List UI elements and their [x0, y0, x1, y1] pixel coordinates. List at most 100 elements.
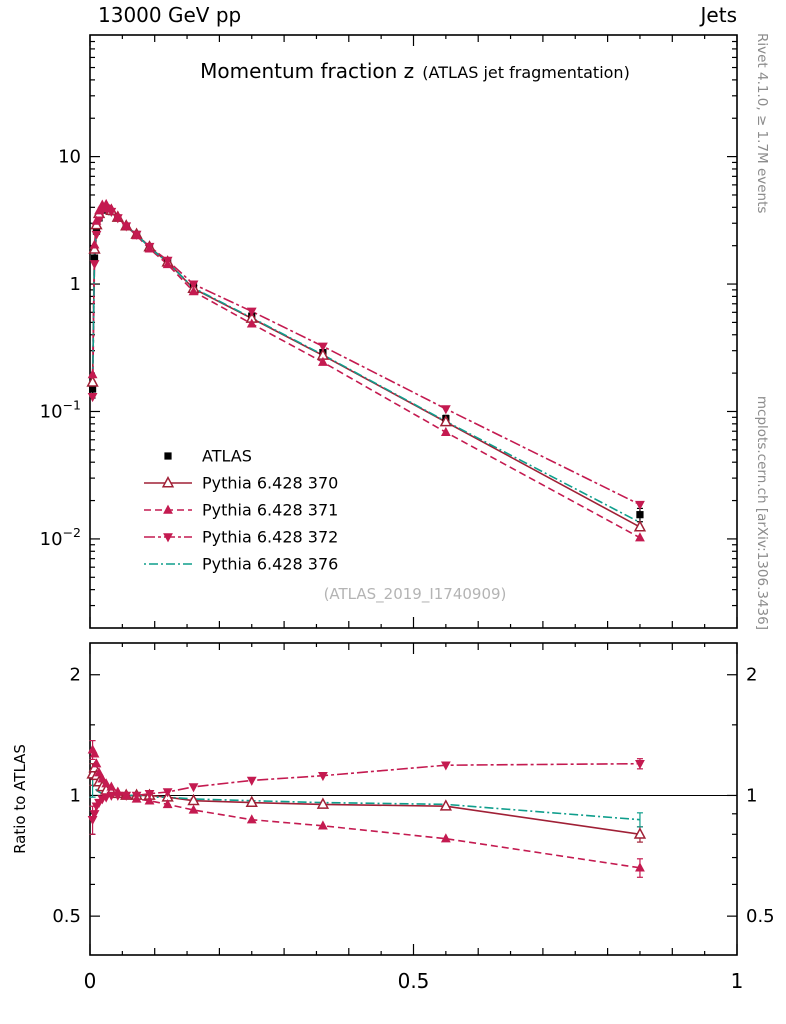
legend-label: Pythia 6.428 372 — [202, 528, 338, 547]
y-axis-tick-label: 10−2 — [40, 525, 81, 550]
atlas-data-point — [88, 385, 97, 393]
legend-label: Pythia 6.428 371 — [202, 501, 338, 520]
ratio-marker-p371 — [106, 781, 117, 791]
ratio-marker-p371 — [89, 748, 100, 758]
analysis-type-label: Jets — [699, 3, 737, 27]
ratio-marker-p372 — [121, 791, 132, 801]
ratio-line-p376 — [92, 784, 640, 821]
tick-label-mantissa: 10 — [40, 401, 63, 422]
rivet-version-note: Rivet 4.1.0, ≥ 1.7M events — [754, 33, 770, 213]
analysis-id-watermark: (ATLAS_2019_I1740909) — [324, 585, 507, 604]
y-axis-tick-label: 10 — [58, 147, 81, 168]
mcplots-arxiv-note: mcplots.cern.ch [arXiv:1306.3436] — [754, 396, 770, 630]
x-axis-tick-label: 0.5 — [398, 969, 430, 993]
ratio-axis-label: Ratio to ATLAS — [11, 744, 29, 854]
marker-p372 — [318, 342, 328, 352]
top-panel-series — [86, 198, 647, 542]
ratio-marker-p372 — [635, 759, 645, 770]
marker-p370 — [86, 375, 99, 387]
ratio-marker-p372 — [144, 790, 155, 800]
ratio-marker-p372 — [246, 776, 257, 786]
atlas-data-point — [90, 254, 99, 262]
legend: ATLAS Pythia 6.428 370 Pythia 6.428 371 Pyt… — [144, 447, 338, 574]
plot-title-main: Momentum fraction z — [200, 59, 414, 83]
marker-p372 — [91, 230, 102, 240]
marker-p370 — [439, 415, 453, 427]
ratio-tick-label: 1 — [70, 785, 81, 806]
ratio-panel-series — [86, 740, 737, 878]
ratio-marker-p371 — [101, 778, 112, 788]
ratio-marker-p371 — [91, 758, 102, 768]
ratio-marker-p370 — [245, 795, 258, 808]
ratio-marker-p372 — [188, 783, 199, 793]
marker-p372 — [131, 230, 142, 240]
marker-p372 — [635, 500, 645, 510]
ratio-marker-p370 — [187, 793, 200, 806]
series-line-p376 — [91, 207, 641, 524]
marker-p372 — [162, 256, 173, 266]
ratio-marker-p371 — [188, 804, 199, 814]
ratio-tick-label: 2 — [70, 665, 81, 686]
ratio-tick-label: 0.5 — [746, 906, 775, 927]
ratio-marker-p371 — [246, 814, 257, 824]
legend-marker-atlas — [164, 452, 172, 460]
marker-p372 — [188, 280, 199, 290]
atlas-data-point — [636, 511, 644, 519]
beam-energy-label: 13000 GeV pp — [98, 3, 241, 27]
legend-label: ATLAS — [202, 447, 252, 466]
ratio-marker-p372 — [87, 815, 98, 826]
ratio-line-p372 — [91, 762, 640, 820]
series-line-p370 — [91, 205, 641, 528]
ratio-marker-p371 — [94, 767, 104, 777]
ratio-marker-p371 — [440, 833, 451, 843]
marker-p372 — [106, 207, 117, 218]
marker-p371 — [246, 318, 257, 328]
marker-p372 — [440, 405, 451, 415]
marker-p371 — [89, 239, 100, 249]
marker-p371 — [87, 369, 98, 379]
marker-p372 — [246, 307, 257, 317]
legend-label: Pythia 6.428 370 — [202, 474, 338, 493]
plot-title-sub: (ATLAS jet fragmentation) — [422, 63, 630, 82]
plot-title: Momentum fraction z (ATLAS jet fragmenta… — [200, 59, 630, 83]
legend-marker-p371 — [163, 504, 173, 514]
ratio-marker-p372 — [318, 772, 328, 782]
tick-label-mantissa: 1 — [70, 274, 81, 295]
marker-p372 — [144, 242, 155, 252]
marker-p372 — [89, 260, 100, 270]
tick-label-mantissa: 10 — [58, 147, 81, 168]
marker-p371 — [635, 532, 645, 542]
y-axis-tick-label: 10−1 — [40, 397, 81, 422]
marker-p370 — [633, 520, 647, 532]
ratio-marker-p372 — [106, 791, 117, 801]
series-line-p372 — [91, 207, 641, 506]
legend-label: Pythia 6.428 376 — [202, 555, 338, 574]
ratio-marker-p371 — [318, 820, 328, 830]
ratio-line-p370 — [91, 765, 641, 836]
tick-label-exponent: −2 — [63, 525, 81, 540]
x-axis-tick-label: 1 — [731, 969, 744, 993]
marker-p372 — [121, 222, 132, 232]
ratio-marker-p371 — [97, 773, 108, 783]
ratio-marker-p371 — [162, 798, 173, 809]
ratio-tick-label: 1 — [746, 785, 757, 806]
marker-p371 — [318, 356, 328, 366]
ratio-marker-p372 — [131, 791, 142, 801]
marker-p372 — [112, 214, 123, 224]
y-axis-tick-label: 1 — [70, 274, 81, 295]
ratio-line-p371 — [91, 749, 641, 869]
ratio-marker-p370 — [633, 827, 647, 839]
ratio-tick-label: 0.5 — [52, 906, 81, 927]
marker-p372 — [94, 216, 104, 226]
series-line-p371 — [91, 203, 641, 539]
legend-marker-p372 — [163, 533, 173, 543]
marker-p372 — [101, 204, 112, 214]
x-axis-tick-label: 0 — [84, 969, 97, 993]
tick-label-exponent: −1 — [63, 397, 81, 412]
ratio-marker-p371 — [635, 862, 645, 872]
ratio-marker-p372 — [89, 810, 100, 820]
ratio-marker-p372 — [162, 788, 173, 798]
